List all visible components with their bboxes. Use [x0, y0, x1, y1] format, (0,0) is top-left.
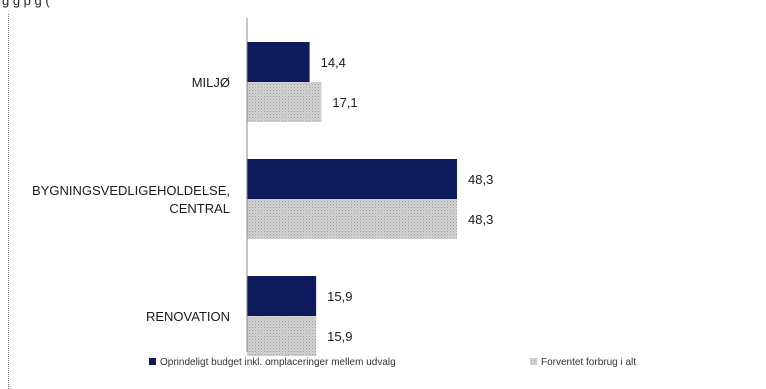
bars-layer: [247, 42, 457, 356]
frame-border: [8, 14, 9, 389]
header-fragment: g g p g (: [0, 0, 766, 8]
category-label: MILJØ: [192, 75, 230, 90]
category-label: BYGNINGSVEDLIGEHOLDELSE,: [32, 183, 230, 198]
labels-layer: MILJØ 14,4 17,1 BYGNINGSVEDLIGEHOLDELSE, CEN…: [32, 55, 493, 344]
header-fragment-text: g g p g (: [2, 0, 50, 8]
data-label: 14,4: [321, 55, 346, 70]
bar-budget: [247, 159, 457, 199]
bar-forbrug: [247, 199, 457, 239]
data-label: 15,9: [327, 329, 352, 344]
category-label: RENOVATION: [146, 309, 230, 324]
legend-label: Forventet forbrug i alt: [541, 357, 636, 368]
bar-forbrug: [247, 316, 317, 356]
data-label: 48,3: [468, 172, 493, 187]
bar-budget: [247, 42, 310, 82]
bar-forbrug: [247, 82, 322, 122]
data-label: 15,9: [327, 289, 352, 304]
legend-swatch: [149, 358, 156, 365]
legend: Oprindeligt budget inkl. omplaceringer m…: [149, 357, 636, 368]
data-label: 48,3: [468, 212, 493, 227]
legend-swatch: [530, 358, 537, 365]
category-label: CENTRAL: [169, 201, 230, 216]
legend-label: Oprindeligt budget inkl. omplaceringer m…: [160, 357, 396, 368]
data-label: 17,1: [332, 95, 357, 110]
bar-budget: [247, 276, 317, 316]
